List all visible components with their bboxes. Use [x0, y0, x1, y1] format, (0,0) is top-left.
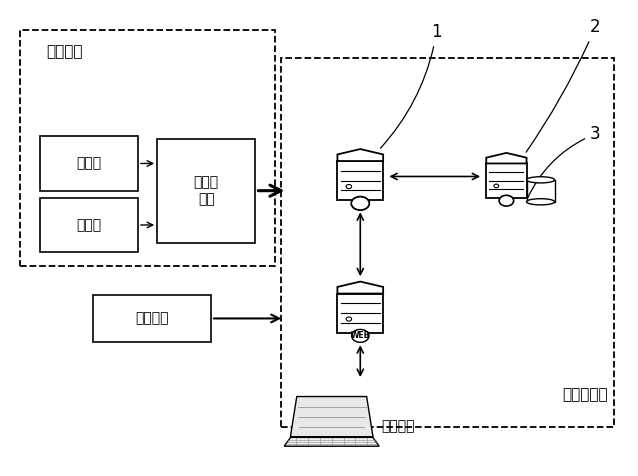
Circle shape: [346, 185, 352, 188]
Text: 摄像头: 摄像头: [76, 157, 101, 170]
Polygon shape: [486, 153, 526, 163]
Bar: [40, 136, 138, 191]
Polygon shape: [290, 397, 373, 437]
Text: 个人终端: 个人终端: [382, 419, 415, 433]
Bar: [281, 58, 614, 427]
Circle shape: [352, 330, 369, 342]
Circle shape: [352, 197, 369, 210]
Text: WEB: WEB: [351, 331, 370, 340]
Circle shape: [494, 184, 499, 188]
Text: 处理器
模块: 处理器 模块: [194, 176, 219, 206]
Bar: [157, 139, 255, 243]
Bar: [94, 295, 211, 342]
Bar: [40, 198, 138, 252]
Text: 1: 1: [380, 23, 442, 148]
Bar: [526, 180, 554, 202]
Bar: [338, 294, 383, 333]
Text: 麦克风: 麦克风: [76, 218, 101, 232]
Bar: [20, 30, 274, 267]
Ellipse shape: [526, 198, 554, 205]
Circle shape: [352, 197, 369, 209]
Text: 报警装置: 报警装置: [135, 311, 169, 326]
Circle shape: [499, 195, 514, 206]
Polygon shape: [284, 437, 379, 446]
Text: 2: 2: [526, 19, 600, 152]
Text: 3: 3: [528, 125, 600, 198]
Bar: [486, 163, 526, 198]
Circle shape: [352, 329, 369, 342]
Bar: [338, 161, 383, 200]
Polygon shape: [338, 281, 383, 294]
Text: 体感装置: 体感装置: [46, 44, 82, 59]
Polygon shape: [338, 149, 383, 161]
Circle shape: [346, 317, 352, 321]
Ellipse shape: [526, 177, 554, 183]
Text: 上位机平台: 上位机平台: [563, 387, 608, 402]
